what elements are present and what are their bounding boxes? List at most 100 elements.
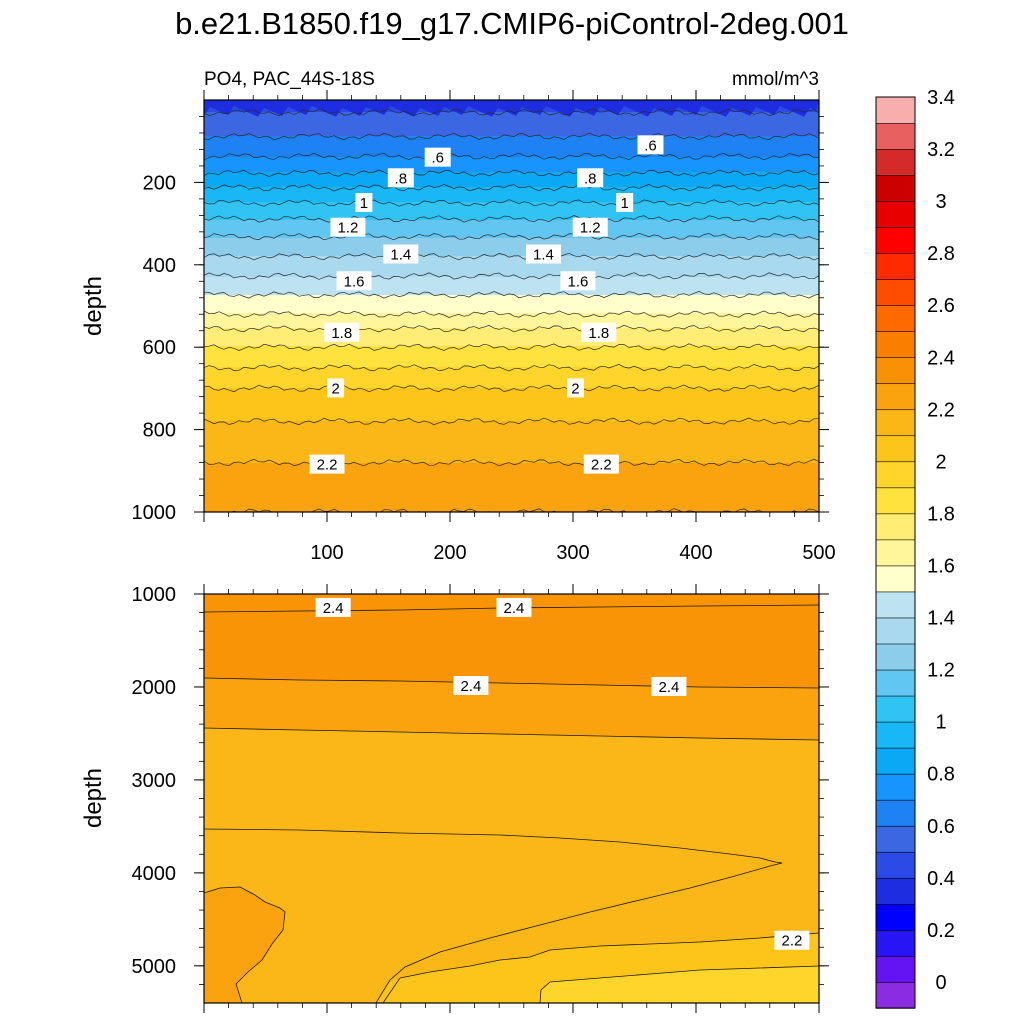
upper-band — [204, 394, 819, 398]
upper-band — [204, 454, 819, 458]
upper-contour-label-text: 1.4 — [390, 247, 411, 264]
upper-band — [204, 127, 819, 131]
upper-band — [204, 289, 819, 293]
upper-band — [204, 217, 819, 221]
upper-band — [204, 421, 819, 425]
colorbar-label: 1.2 — [927, 660, 955, 682]
upper-band — [204, 370, 819, 374]
upper-band — [204, 496, 819, 500]
upper-band — [204, 133, 819, 137]
upper-contour-label-box — [572, 217, 608, 237]
upper-band — [204, 475, 819, 479]
upper-band — [204, 253, 819, 257]
y-tick-label: 1000 — [132, 502, 177, 524]
upper-band — [204, 307, 819, 311]
upper-contour-label: .8 — [577, 168, 604, 188]
upper-band — [204, 184, 819, 188]
upper-band — [204, 343, 819, 347]
colorbar: 0 0.2 0.4 0.6 0.8 1 1.2 1.4 1.6 1.8 2 2.2 2.4 2.6 2.8 3… — [875, 87, 955, 1009]
contour-line-upper — [204, 343, 819, 351]
upper-contour-label-text: .8 — [395, 170, 408, 187]
upper-contour-label-text: 1 — [620, 195, 628, 212]
contour-line-upper — [204, 324, 819, 333]
upper-contour-label: 1.6 — [336, 271, 372, 291]
lower-contour-label-text: 2.4 — [504, 600, 525, 617]
upper-contour-label-text: 1.2 — [337, 220, 358, 237]
upper-band — [204, 400, 819, 404]
contour-line-upper — [204, 108, 819, 117]
x-tick-label: 400 — [679, 542, 712, 564]
colorbar-swatch — [875, 591, 916, 619]
upper-band — [204, 373, 819, 377]
upper-band — [204, 187, 819, 191]
upper-band — [204, 433, 819, 437]
lower-contour-label: 2.4 — [496, 597, 532, 617]
upper-band — [204, 364, 819, 368]
upper-contour-label-box — [566, 378, 584, 398]
upper-band — [204, 340, 819, 344]
contour-line-upper — [204, 232, 819, 241]
contour-line-lower-6 — [382, 932, 819, 1003]
upper-band — [204, 376, 819, 380]
upper-band — [204, 499, 819, 503]
colorbar-label: 3.2 — [927, 139, 955, 161]
colorbar-label: 2.2 — [927, 399, 955, 421]
colorbar-swatch — [875, 148, 916, 176]
upper-contour-label: 1.8 — [324, 322, 360, 342]
colorbar-label: 3.4 — [927, 87, 955, 109]
upper-band — [204, 196, 819, 200]
units-label: mmol/m^3 — [732, 69, 819, 90]
upper-contour-label: 1 — [355, 193, 373, 212]
upper-band — [204, 406, 819, 410]
upper-band — [204, 205, 819, 209]
upper-band — [204, 121, 819, 125]
upper-contour-label-text: .8 — [584, 170, 597, 187]
contour-line-lower-3 — [204, 727, 819, 741]
colorbar-swatch — [875, 304, 916, 332]
upper-band — [204, 178, 819, 182]
upper-band — [204, 439, 819, 443]
contour-line-upper — [204, 272, 819, 280]
upper-band — [204, 247, 819, 251]
contour-line-upper — [204, 184, 819, 192]
upper-band — [204, 148, 819, 152]
lower-contour-label-box — [453, 676, 489, 696]
colorbar-label: 1 — [935, 712, 946, 734]
colorbar-swatch — [875, 799, 916, 827]
upper-contour-label-text: 1 — [360, 195, 368, 212]
contour-line-upper — [204, 199, 819, 207]
upper-band — [204, 379, 819, 383]
colorbar-swatch — [875, 200, 916, 228]
y-tick-label: 400 — [143, 255, 176, 277]
upper-band — [204, 460, 819, 464]
upper-band — [204, 115, 819, 119]
lower-contour-label-text: 2.4 — [659, 679, 680, 696]
colorbar-swatch — [875, 122, 916, 150]
upper-band — [204, 355, 819, 359]
lower-panel: 2.4 2.4 2.4 2.4 2.2 1000 2000 3000 4000 5000 dep… — [80, 584, 829, 1013]
upper-band — [204, 136, 819, 140]
upper-contour-label-box — [616, 193, 634, 212]
colorbar-label: 3 — [935, 191, 946, 213]
upper-band — [204, 286, 819, 290]
upper-band — [204, 451, 819, 455]
upper-contour-label: 1.4 — [525, 244, 561, 264]
lower-axes: 1000 2000 3000 4000 5000 — [132, 584, 829, 1013]
upper-band — [204, 397, 819, 401]
lower-contour-label-text: 2.2 — [782, 933, 803, 950]
upper-contour-label: 2 — [327, 378, 345, 398]
upper-y-axis-title: depth — [80, 276, 107, 336]
upper-band — [204, 118, 819, 122]
upper-band — [204, 262, 819, 266]
upper-band — [204, 436, 819, 440]
upper-contour-label-text: .6 — [431, 150, 444, 167]
upper-band — [204, 337, 819, 341]
upper-band — [204, 316, 819, 320]
upper-contour-label-box — [383, 244, 419, 264]
upper-band — [204, 241, 819, 245]
region-2.4-2.5 — [204, 594, 819, 688]
upper-contour-label-text: 2 — [331, 380, 339, 397]
upper-contour-label-box — [525, 244, 561, 264]
upper-band — [204, 151, 819, 155]
upper-band — [204, 331, 819, 335]
